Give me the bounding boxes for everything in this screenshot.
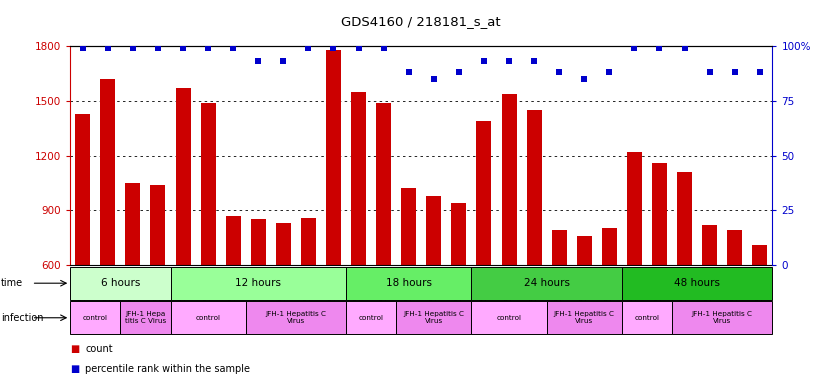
Text: 48 hours: 48 hours <box>674 278 720 288</box>
Point <box>126 45 140 51</box>
Bar <box>100 79 116 374</box>
Point <box>628 45 641 51</box>
Point <box>402 69 415 75</box>
Bar <box>251 219 266 374</box>
Text: percentile rank within the sample: percentile rank within the sample <box>85 364 250 374</box>
Bar <box>652 163 667 374</box>
Bar <box>126 183 140 374</box>
Text: control: control <box>358 315 383 321</box>
Bar <box>577 236 591 374</box>
Bar <box>276 223 291 374</box>
Point <box>352 45 365 51</box>
Text: JFH-1 Hepatitis C
Virus: JFH-1 Hepatitis C Virus <box>691 311 752 324</box>
Bar <box>346 301 396 334</box>
Point <box>528 58 541 65</box>
Bar <box>170 301 246 334</box>
Bar <box>472 267 622 300</box>
Text: GDS4160 / 218181_s_at: GDS4160 / 218181_s_at <box>341 15 501 28</box>
Text: 18 hours: 18 hours <box>386 278 432 288</box>
Point <box>377 45 390 51</box>
Bar <box>451 203 467 374</box>
Bar <box>547 301 622 334</box>
Bar <box>246 301 346 334</box>
Bar <box>70 301 121 334</box>
Point <box>202 45 215 51</box>
Bar <box>376 103 392 374</box>
Point <box>102 45 115 51</box>
Bar <box>472 301 547 334</box>
Point <box>177 45 190 51</box>
Bar <box>326 50 341 374</box>
Bar <box>75 114 90 374</box>
Point <box>226 45 240 51</box>
Bar <box>527 110 542 374</box>
Point <box>301 45 315 51</box>
Bar <box>170 267 346 300</box>
Bar <box>396 301 472 334</box>
Bar <box>752 245 767 374</box>
Bar <box>351 92 366 374</box>
Text: ■: ■ <box>70 364 79 374</box>
Text: control: control <box>196 315 221 321</box>
Text: 12 hours: 12 hours <box>235 278 282 288</box>
Point <box>653 45 666 51</box>
Point <box>553 69 566 75</box>
Point <box>453 69 466 75</box>
Text: control: control <box>83 315 107 321</box>
Bar <box>70 267 170 300</box>
Point <box>678 45 691 51</box>
Bar <box>677 172 692 374</box>
Point <box>327 45 340 51</box>
Bar <box>176 88 191 374</box>
Point <box>728 69 741 75</box>
Point <box>277 58 290 65</box>
Point <box>151 45 164 51</box>
Bar <box>501 93 516 374</box>
Bar <box>477 121 491 374</box>
Point <box>603 69 616 75</box>
Text: JFH-1 Hepa
titis C Virus: JFH-1 Hepa titis C Virus <box>125 311 166 324</box>
Text: 24 hours: 24 hours <box>524 278 570 288</box>
Bar <box>602 228 617 374</box>
Point <box>703 69 716 75</box>
Point <box>502 58 515 65</box>
Point <box>252 58 265 65</box>
Bar <box>702 225 717 374</box>
Point <box>577 76 591 82</box>
Bar <box>201 103 216 374</box>
Text: infection: infection <box>1 313 43 323</box>
Text: JFH-1 Hepatitis C
Virus: JFH-1 Hepatitis C Virus <box>553 311 615 324</box>
Bar <box>150 185 165 374</box>
Bar <box>727 230 743 374</box>
Text: time: time <box>1 278 23 288</box>
Bar <box>622 301 672 334</box>
Point <box>427 76 440 82</box>
Bar <box>622 267 772 300</box>
Bar <box>225 216 240 374</box>
Bar <box>552 230 567 374</box>
Bar <box>301 217 316 374</box>
Text: control: control <box>634 315 659 321</box>
Point <box>477 58 491 65</box>
Bar <box>627 152 642 374</box>
Bar <box>672 301 772 334</box>
Text: JFH-1 Hepatitis C
Virus: JFH-1 Hepatitis C Virus <box>265 311 326 324</box>
Text: control: control <box>496 315 521 321</box>
Bar <box>121 301 170 334</box>
Bar <box>401 188 416 374</box>
Text: JFH-1 Hepatitis C
Virus: JFH-1 Hepatitis C Virus <box>403 311 464 324</box>
Point <box>753 69 767 75</box>
Text: count: count <box>85 344 112 354</box>
Bar <box>426 195 441 374</box>
Text: ■: ■ <box>70 344 79 354</box>
Bar <box>346 267 472 300</box>
Point <box>76 45 89 51</box>
Text: 6 hours: 6 hours <box>101 278 140 288</box>
